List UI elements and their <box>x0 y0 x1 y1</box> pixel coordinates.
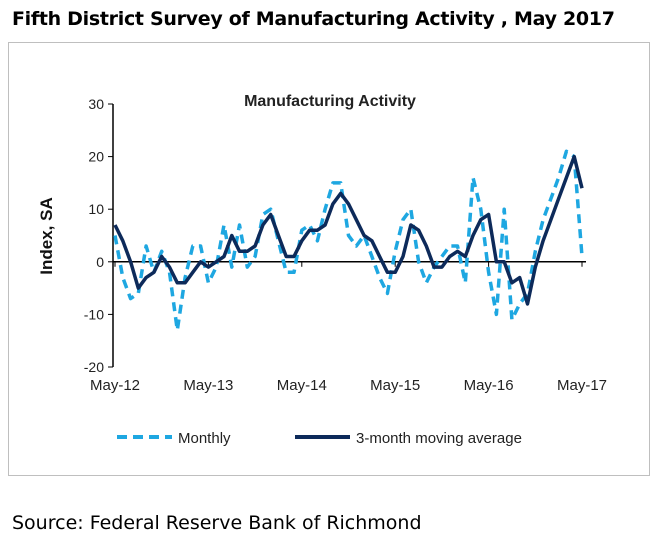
source-note: Source: Federal Reserve Bank of Richmond <box>12 512 422 534</box>
page-title: Fifth District Survey of Manufacturing A… <box>12 8 615 30</box>
x-tick-label: May-12 <box>90 377 140 394</box>
x-tick-label: May-14 <box>277 377 327 394</box>
y-tick-label: 0 <box>96 254 104 270</box>
x-tick-label: May-17 <box>557 377 607 394</box>
legend-label-monthly: Monthly <box>178 430 231 447</box>
y-axis-label: Index, SA <box>37 197 56 274</box>
x-tick-label: May-16 <box>464 377 514 394</box>
y-tick-label: -10 <box>84 306 104 322</box>
y-tick-label: 10 <box>88 201 104 217</box>
y-tick-label: 30 <box>88 96 104 112</box>
y-tick-label: -20 <box>84 359 104 375</box>
chart-title: Manufacturing Activity <box>244 93 416 110</box>
y-tick-label: 20 <box>88 149 104 165</box>
legend: Monthly 3-month moving average <box>117 430 522 447</box>
legend-label-moving-average: 3-month moving average <box>356 430 522 447</box>
series-line-moving-average <box>113 154 584 306</box>
chart-frame <box>8 42 650 476</box>
series-line-monthly <box>113 149 584 332</box>
x-tick-label: May-15 <box>370 377 420 394</box>
x-tick-label: May-13 <box>183 377 233 394</box>
